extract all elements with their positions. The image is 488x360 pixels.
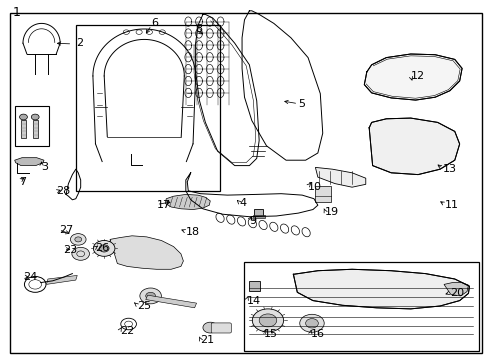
Text: 8: 8 bbox=[195, 24, 203, 34]
Circle shape bbox=[203, 322, 217, 333]
Polygon shape bbox=[110, 236, 183, 269]
Text: 14: 14 bbox=[246, 296, 261, 306]
Text: 4: 4 bbox=[239, 198, 246, 208]
Polygon shape bbox=[46, 275, 77, 284]
Text: 13: 13 bbox=[442, 164, 456, 174]
Text: 6: 6 bbox=[151, 18, 158, 28]
Text: 7: 7 bbox=[20, 177, 27, 187]
Text: 2: 2 bbox=[76, 38, 83, 48]
Text: 28: 28 bbox=[56, 186, 70, 196]
Text: 23: 23 bbox=[63, 245, 78, 255]
Bar bbox=[252, 215, 264, 218]
Text: 1: 1 bbox=[12, 6, 20, 19]
Text: 16: 16 bbox=[310, 329, 324, 339]
Text: 18: 18 bbox=[185, 227, 200, 237]
Circle shape bbox=[72, 247, 89, 260]
Bar bbox=[15, 106, 49, 146]
Bar bbox=[76, 25, 220, 191]
Bar bbox=[315, 186, 330, 202]
Text: 12: 12 bbox=[410, 71, 424, 81]
Circle shape bbox=[252, 309, 283, 332]
Text: 19: 19 bbox=[325, 207, 339, 217]
Polygon shape bbox=[293, 269, 468, 309]
Polygon shape bbox=[165, 194, 210, 210]
Circle shape bbox=[70, 234, 86, 245]
Polygon shape bbox=[145, 295, 196, 308]
Bar bbox=[249, 281, 260, 291]
Text: 26: 26 bbox=[95, 243, 109, 253]
Circle shape bbox=[299, 314, 324, 332]
Circle shape bbox=[259, 314, 276, 327]
Circle shape bbox=[305, 319, 318, 328]
Circle shape bbox=[99, 245, 109, 252]
Text: 27: 27 bbox=[59, 225, 73, 235]
Polygon shape bbox=[15, 158, 44, 166]
Circle shape bbox=[145, 292, 155, 300]
Text: 5: 5 bbox=[298, 99, 305, 109]
Bar bbox=[243, 262, 478, 351]
Text: 15: 15 bbox=[264, 329, 278, 339]
FancyBboxPatch shape bbox=[211, 323, 231, 333]
Text: 9: 9 bbox=[249, 216, 256, 226]
Circle shape bbox=[75, 237, 81, 242]
Bar bbox=[254, 209, 263, 217]
Bar bbox=[21, 120, 26, 138]
Text: 11: 11 bbox=[444, 200, 458, 210]
Polygon shape bbox=[443, 283, 468, 296]
Circle shape bbox=[20, 114, 27, 120]
Bar bbox=[33, 120, 38, 138]
Text: 3: 3 bbox=[41, 162, 48, 172]
Circle shape bbox=[93, 240, 115, 256]
Text: 21: 21 bbox=[200, 335, 214, 345]
Polygon shape bbox=[315, 167, 365, 187]
Polygon shape bbox=[368, 118, 459, 175]
Polygon shape bbox=[364, 54, 461, 100]
Text: 22: 22 bbox=[120, 326, 134, 336]
Text: 24: 24 bbox=[23, 272, 38, 282]
Circle shape bbox=[31, 114, 39, 120]
Text: 20: 20 bbox=[449, 288, 463, 298]
Text: 17: 17 bbox=[156, 200, 170, 210]
Circle shape bbox=[140, 288, 161, 304]
Text: 25: 25 bbox=[137, 301, 151, 311]
Text: 10: 10 bbox=[307, 182, 322, 192]
